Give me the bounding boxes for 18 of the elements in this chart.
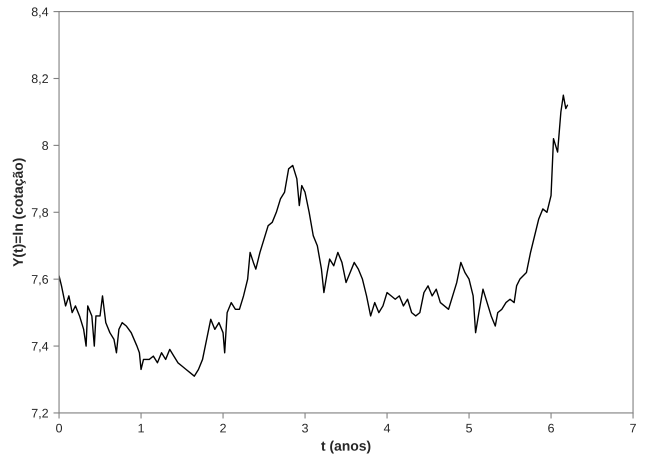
y-tick-label: 7,8 [32, 208, 48, 218]
line-series [59, 94, 568, 377]
y-tick-label: 7,2 [32, 408, 48, 420]
x-tick-label: 7 [630, 424, 636, 432]
y-tick-label: 8 [42, 141, 48, 150]
x-tick-label: 1 [138, 424, 144, 432]
y-tick-label: 8,4 [32, 7, 48, 18]
y-tick-label: 8,2 [32, 74, 48, 85]
x-tick-label: 2 [220, 424, 226, 432]
x-axis-title: t (anos) [321, 440, 370, 454]
y-tick-label: 7,4 [32, 342, 48, 352]
x-tick-label: 5 [466, 424, 472, 433]
x-tick-label: 4 [384, 424, 390, 432]
y-axis-title: Y(t)=ln (cotação) [12, 158, 26, 267]
y-tick-label: 7,6 [32, 274, 48, 286]
x-tick-label: 6 [548, 424, 554, 433]
x-tick-label: 3 [302, 424, 308, 433]
x-tick-label: 0 [56, 424, 62, 433]
